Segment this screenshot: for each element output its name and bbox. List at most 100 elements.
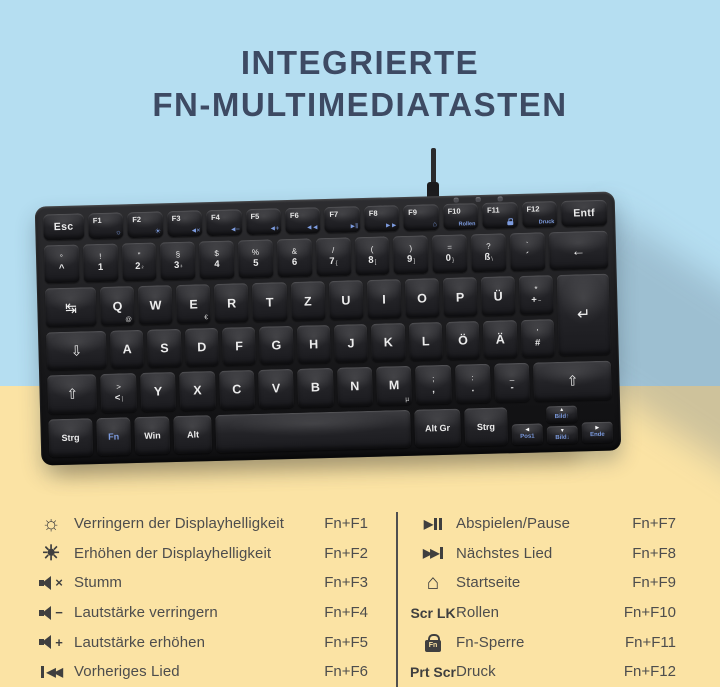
- shortcut-row: Prt Scr Druck Fn+F12: [410, 657, 676, 687]
- key-6: & 6: [276, 238, 313, 278]
- key-top-legend: °: [59, 253, 64, 263]
- nav-stack: ▲ Bild↑ ▼ Bild↓: [546, 405, 579, 445]
- next-track-icon: ►►: [384, 222, 397, 230]
- key-q: Q @: [99, 286, 136, 326]
- shortcut-combo: Fn+F5: [324, 633, 368, 651]
- nav-cluster: ◀ Pos1 ▲ Bild↑ ▼ Bild↓ ▶ Ende: [511, 404, 614, 446]
- key-legends: ' #: [535, 328, 541, 349]
- key-f7: F7 ►‖: [324, 206, 361, 234]
- key-label: L: [421, 334, 430, 349]
- key-r: R: [214, 283, 250, 323]
- key-label: I: [382, 292, 386, 307]
- pause-bar: [439, 517, 443, 530]
- key-entf: Entf: [560, 199, 608, 227]
- key-top-legend: `: [525, 241, 529, 251]
- fn-lock-icon: Fn: [425, 633, 441, 652]
- key-e: E €: [176, 284, 212, 324]
- key-label: J: [347, 336, 355, 351]
- nav-arrow-icon: ▲: [559, 407, 565, 414]
- mute-icon: ◄×: [190, 227, 200, 235]
- key-top-legend: ": [137, 251, 141, 261]
- key-label: Y: [153, 384, 163, 399]
- key-f9: F9 ⌂: [403, 204, 440, 231]
- home-icon: ⌂: [426, 571, 440, 595]
- shortcut-label: Fn-Sperre: [456, 633, 525, 651]
- key-bottom-legend: 9: [406, 254, 413, 266]
- brightness-down-icon: ☼: [115, 229, 121, 237]
- key-bottom-row: ß \: [484, 252, 493, 263]
- key-bottom-row: < |: [115, 392, 124, 403]
- key-bottom-row: #: [535, 338, 541, 349]
- key-key: _ -: [493, 362, 531, 403]
- key-shift-left: ⇧: [47, 374, 98, 414]
- key-bottom-row: ^: [59, 263, 65, 274]
- key-label: U: [341, 293, 351, 308]
- shortcut-label: Rollen: [456, 604, 500, 622]
- speaker-icon: [39, 575, 53, 590]
- usb-cable: [431, 148, 436, 200]
- key-label: Z: [303, 294, 312, 309]
- key-b: B: [297, 368, 334, 408]
- key-label: C: [232, 382, 242, 397]
- key-bild-up: ▲ Bild↑: [546, 405, 578, 424]
- key-legends: ) 9]: [406, 244, 416, 266]
- key-legends: ;,: [432, 374, 435, 395]
- caps-led-icon: [497, 196, 503, 202]
- key-bottom-legend: 5: [253, 258, 259, 270]
- key-enter: ↵: [556, 273, 611, 356]
- key-sub-label: Rollen: [458, 221, 476, 228]
- key-bottom-legend: ´: [525, 251, 530, 263]
- key-alt-legend: ]: [413, 258, 416, 265]
- brightness-up-icon: ☀: [41, 541, 61, 565]
- key-legends: = 0}: [445, 243, 455, 264]
- pause-bar: [41, 665, 45, 678]
- key-alt-legend: ~: [537, 298, 542, 305]
- key-label: F10: [447, 206, 461, 216]
- key-name-text: Scr LK: [410, 604, 456, 621]
- key-label: Fn: [108, 431, 120, 442]
- key-top-legend: ?: [486, 242, 491, 252]
- key-4: $4: [198, 240, 235, 280]
- key-5: % 5: [237, 239, 274, 279]
- key-alt-legend: @: [125, 315, 132, 324]
- shortcut-combo: Fn+F6: [324, 663, 368, 681]
- key-tab: ↹: [44, 287, 97, 328]
- key-alt-legend: ³: [180, 264, 183, 271]
- key-i: I: [366, 279, 402, 319]
- key-o: O: [404, 278, 440, 318]
- key-alt-legend: |: [121, 396, 124, 403]
- key-ö: Ö: [445, 320, 481, 361]
- key-3: § 3 ³: [160, 241, 196, 281]
- key-top-legend: _: [509, 371, 515, 381]
- home-icon: ⌂: [432, 221, 437, 229]
- fn-lock-icon: Fn: [425, 633, 441, 652]
- shortcut-icon-cell: −: [28, 605, 74, 620]
- key-label: Entf: [573, 206, 596, 220]
- page-title: INTEGRIERTE FN-MULTIMEDIATASTEN: [0, 42, 720, 126]
- key-label: Esc: [53, 220, 74, 234]
- shortcut-combo: Fn+F8: [632, 544, 676, 562]
- key-s: S: [147, 328, 182, 368]
- key-d: D: [184, 327, 219, 367]
- key-v: V: [257, 369, 295, 409]
- key-label: D: [197, 340, 207, 355]
- key-key: ` ´: [509, 232, 546, 272]
- key-name-text: Prt Scr: [410, 663, 456, 680]
- key-label: F1: [92, 215, 102, 226]
- key-f2: F2 ☀: [127, 211, 164, 239]
- key-legends: & 6: [291, 247, 298, 269]
- key-top-legend: =: [447, 243, 453, 253]
- key-legends: " 2 ²: [135, 251, 144, 273]
- mute-icon: ×: [39, 575, 63, 590]
- key-f1: F1 ☼: [87, 212, 124, 240]
- key-bottom-legend: 2: [135, 261, 141, 273]
- key-bottom-legend: -: [510, 381, 514, 393]
- key-bottom-legend: 7: [329, 256, 335, 268]
- key-bottom-row: 0}: [446, 253, 455, 264]
- key-bottom-legend: 6: [291, 257, 298, 269]
- key-key: ;,: [415, 365, 452, 405]
- key-bild-down: ▼ Bild↓: [546, 425, 579, 445]
- key-legends: _ -: [509, 371, 515, 393]
- key-fn: Fn: [95, 416, 132, 457]
- key-label: F: [235, 339, 244, 354]
